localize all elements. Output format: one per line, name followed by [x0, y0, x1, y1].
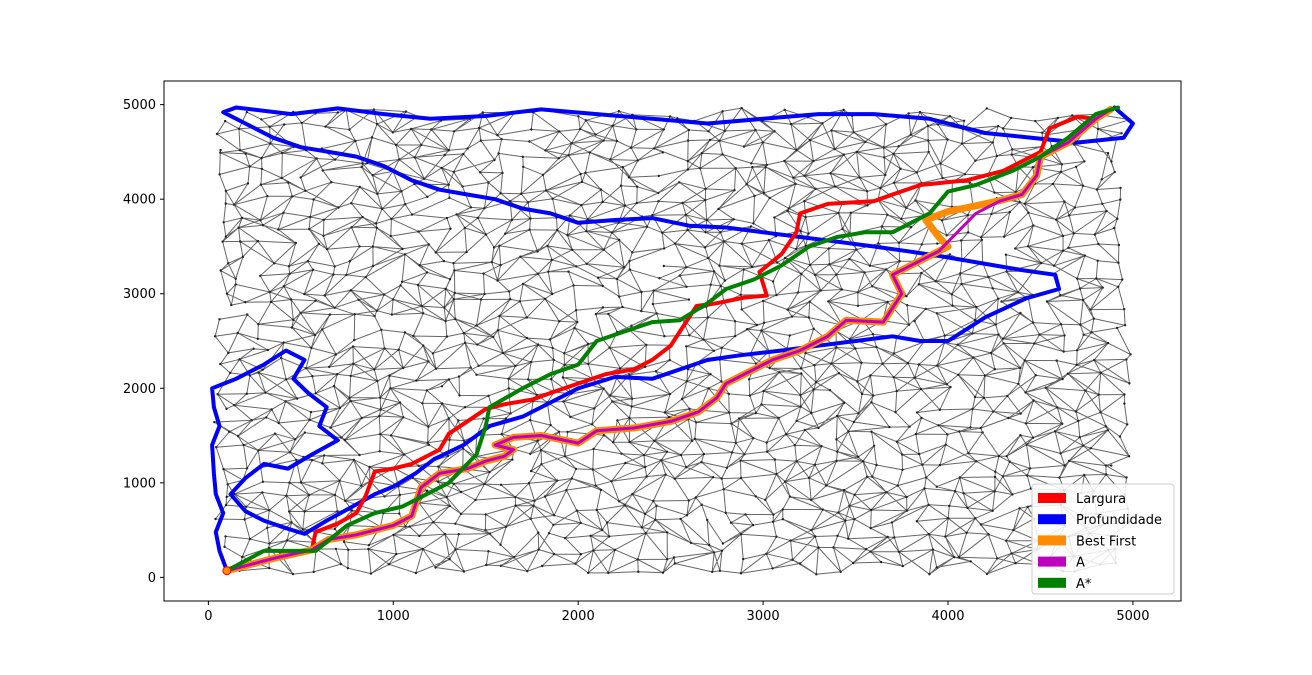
legend-swatch	[1038, 577, 1066, 588]
start-node-marker	[222, 566, 232, 576]
legend-label: Best First	[1076, 534, 1136, 549]
x-tick-label: 0	[204, 609, 212, 624]
x-tick-label: 2000	[562, 609, 595, 624]
series-line-a	[225, 107, 1113, 573]
legend-swatch	[1038, 514, 1066, 525]
series-layer	[210, 105, 1135, 576]
legend-box	[1031, 483, 1175, 595]
legend-swatch	[1038, 535, 1066, 546]
legend: Largura Profundidade Best First A A*	[1031, 483, 1175, 595]
series-line-profundidade	[210, 105, 1135, 573]
y-tick-label: 0	[148, 571, 156, 586]
legend-label: A*	[1076, 577, 1092, 592]
x-tick-label: 4000	[931, 609, 964, 624]
legend-label: Profundidade	[1076, 513, 1162, 528]
x-tick-label: 1000	[377, 609, 410, 624]
x-tick-label: 3000	[747, 609, 780, 624]
legend-swatch	[1038, 493, 1066, 503]
y-tick-label: 2000	[123, 382, 156, 397]
y-tick-label: 4000	[123, 193, 156, 208]
series-line-largura	[224, 107, 1113, 573]
y-tick-label: 5000	[123, 98, 156, 113]
x-tick-label: 5000	[1116, 609, 1149, 624]
legend-label: A	[1076, 556, 1085, 571]
legend-label: Largura	[1076, 492, 1126, 507]
y-tick-label: 1000	[123, 476, 156, 491]
axis-ticks: 0 1000 2000 3000 4000 5000 0 1000 2000 3000 4000 50…	[123, 98, 1150, 624]
series-line-astar	[224, 105, 1121, 573]
plot-area-frame	[163, 80, 1182, 602]
legend-swatch	[1038, 556, 1066, 567]
y-tick-label: 3000	[123, 287, 156, 302]
